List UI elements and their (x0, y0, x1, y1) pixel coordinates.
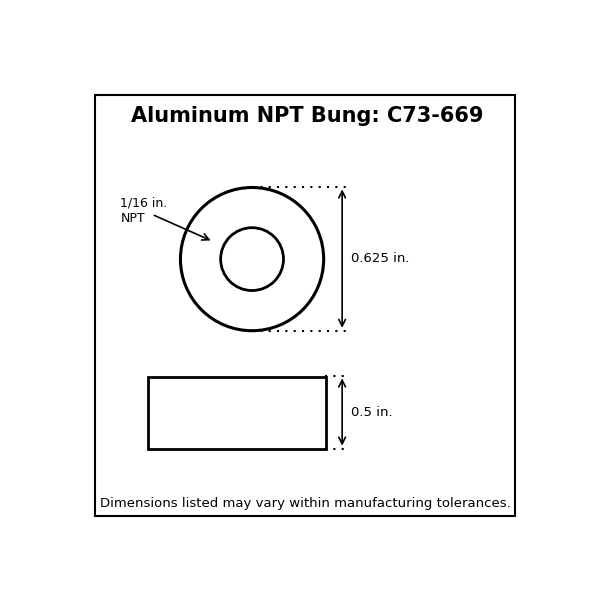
Text: 0.5 in.: 0.5 in. (352, 406, 393, 419)
Bar (148, 377, 326, 449)
Text: Dimensions listed may vary within manufacturing tolerances.: Dimensions listed may vary within manufa… (100, 497, 511, 511)
Text: 1/16 in.
NPT: 1/16 in. NPT (121, 197, 167, 224)
Text: Aluminum NPT Bung: C73-669: Aluminum NPT Bung: C73-669 (131, 106, 484, 126)
Text: 0.625 in.: 0.625 in. (352, 252, 410, 265)
